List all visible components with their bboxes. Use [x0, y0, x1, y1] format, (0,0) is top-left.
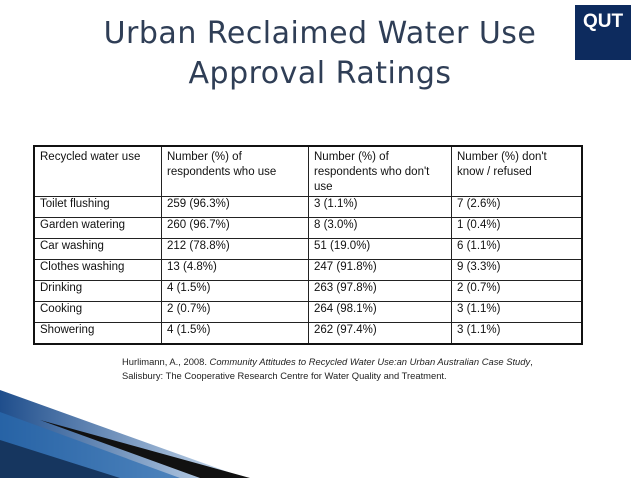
citation-publisher: , Salisbury: The Cooperative Research Ce… — [122, 356, 533, 381]
table-row: Clothes washing 13 (4.8%) 247 (91.8%) 9 (3.… — [33, 259, 583, 281]
cell: 2 (0.7%) — [161, 301, 309, 323]
cell: Toilet flushing — [33, 196, 162, 218]
cell: Car washing — [33, 238, 162, 260]
cell: 4 (1.5%) — [161, 322, 309, 345]
title-line: Approval Ratings — [188, 56, 452, 91]
cell: 6 (1.1%) — [451, 238, 583, 260]
header-row: Recycled water use Number (%) of responde… — [33, 145, 583, 197]
cell: 9 (3.3%) — [451, 259, 583, 281]
cell: 51 (19.0%) — [308, 238, 452, 260]
cell: Clothes washing — [33, 259, 162, 281]
stripe — [40, 420, 250, 478]
cell: Drinking — [33, 280, 162, 302]
cell: 259 (96.3%) — [161, 196, 309, 218]
cell: 262 (97.4%) — [308, 322, 452, 345]
citation-author: Hurlimann, A., 2008. — [122, 356, 210, 367]
stripe — [0, 440, 120, 478]
table-row: Garden watering 260 (96.7%) 8 (3.0%) 1 (0.4… — [33, 217, 583, 239]
cell: 3 (1.1%) — [451, 322, 583, 345]
cell: 13 (4.8%) — [161, 259, 309, 281]
cell: 1 (0.4%) — [451, 217, 583, 239]
table-row: Cooking 2 (0.7%) 264 (98.1%) 3 (1.1%) — [33, 301, 583, 323]
column-header: Recycled water use — [33, 145, 162, 197]
decoration — [0, 390, 250, 478]
cell: 3 (1.1%) — [308, 196, 452, 218]
cell: Garden watering — [33, 217, 162, 239]
title: Urban Reclaimed Water Use Approval Ratin… — [60, 14, 580, 94]
table-row: Drinking 4 (1.5%) 263 (97.8%) 2 (0.7%) — [33, 280, 583, 302]
cell: Showering — [33, 322, 162, 345]
cell: 3 (1.1%) — [451, 301, 583, 323]
table-row: Showering 4 (1.5%) 262 (97.4%) 3 (1.1%) — [33, 322, 583, 345]
cell: 4 (1.5%) — [161, 280, 309, 302]
citation-work: Community Attitudes to Recycled Water Us… — [209, 356, 531, 367]
citation: Hurlimann, A., 2008. Community Attitudes… — [122, 355, 542, 383]
column-header: Number (%) of respondents who use — [161, 145, 309, 197]
cell: 264 (98.1%) — [308, 301, 452, 323]
table-row: Toilet flushing 259 (96.3%) 3 (1.1%) 7 (2.6… — [33, 196, 583, 218]
title-line: Urban Reclaimed Water Use — [103, 16, 537, 51]
ratings-table: Recycled water use Number (%) of responde… — [33, 145, 583, 345]
cell: 212 (78.8%) — [161, 238, 309, 260]
column-header: Number (%) don't know / refused — [451, 145, 583, 197]
cell: 247 (91.8%) — [308, 259, 452, 281]
cell: 8 (3.0%) — [308, 217, 452, 239]
cell: 7 (2.6%) — [451, 196, 583, 218]
column-header: Number (%) of respondents who don't use — [308, 145, 452, 197]
cell: 260 (96.7%) — [161, 217, 309, 239]
cell: Cooking — [33, 301, 162, 323]
cell: 263 (97.8%) — [308, 280, 452, 302]
logo: QUT — [575, 5, 631, 60]
table-row: Car washing 212 (78.8%) 51 (19.0%) 6 (1.1%) — [33, 238, 583, 260]
cell: 2 (0.7%) — [451, 280, 583, 302]
